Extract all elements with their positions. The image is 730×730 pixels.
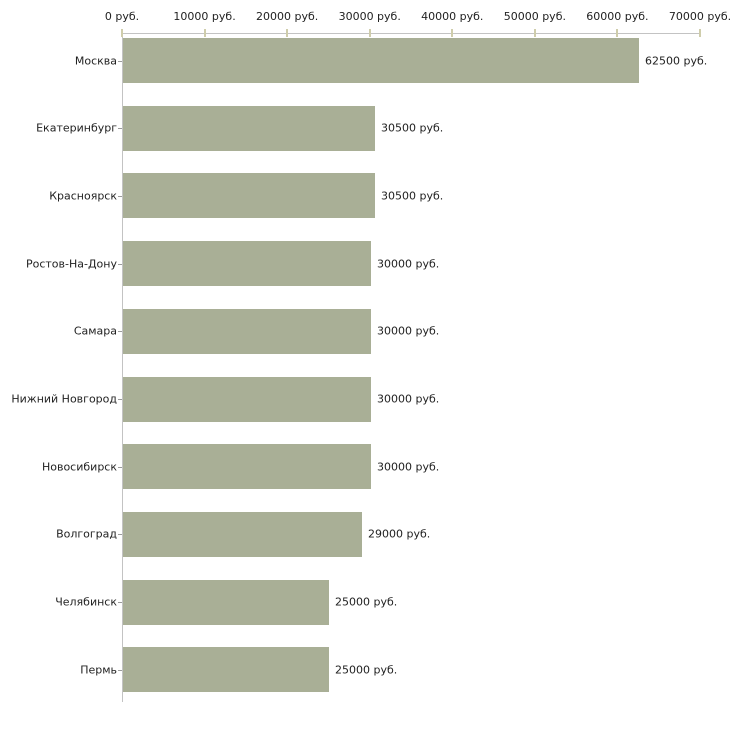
bar	[123, 512, 362, 557]
y-axis-line	[122, 33, 123, 702]
x-axis-tick	[203, 29, 206, 37]
x-axis-tick	[533, 29, 536, 37]
value-label: 25000 руб.	[335, 595, 398, 609]
value-label: 30500 руб.	[381, 189, 444, 203]
x-axis-tick-label: 0 руб.	[104, 10, 140, 23]
category-tick	[118, 670, 122, 671]
category-tick	[118, 399, 122, 400]
x-axis-tick-label: 10000 руб.	[173, 10, 236, 23]
category-tick	[118, 264, 122, 265]
x-axis-tick	[368, 29, 371, 37]
bar	[123, 377, 371, 422]
bar	[123, 444, 371, 489]
bar	[123, 309, 371, 354]
x-axis-tick-label: 20000 руб.	[256, 10, 319, 23]
x-axis-tick	[699, 29, 701, 37]
category-label: Пермь	[80, 663, 117, 677]
value-label: 62500 руб.	[645, 54, 708, 67]
category-label: Екатеринбург	[36, 121, 117, 135]
category-tick	[118, 331, 122, 332]
value-label: 29000 руб.	[368, 527, 431, 541]
value-label: 25000 руб.	[335, 663, 398, 677]
category-tick	[118, 128, 122, 129]
category-label: Волгоград	[56, 527, 117, 541]
category-label: Новосибирск	[41, 460, 117, 474]
bar	[123, 173, 375, 218]
bar	[123, 106, 375, 151]
value-label: 30500 руб.	[381, 121, 444, 135]
category-label: Челябинск	[55, 595, 117, 609]
value-label: 30000 руб.	[377, 392, 440, 406]
x-axis-tick-label: 40000 руб.	[421, 10, 484, 23]
category-tick	[118, 467, 122, 468]
category-tick	[118, 196, 122, 197]
category-tick	[118, 602, 122, 603]
value-label: 30000 руб.	[377, 257, 440, 271]
bar	[123, 580, 329, 625]
category-label: Ростов-На-Дону	[25, 257, 117, 271]
bar	[123, 38, 639, 83]
x-axis-tick	[286, 29, 289, 37]
bar	[123, 647, 329, 692]
category-label: Нижний Новгород	[11, 392, 117, 406]
value-label: 30000 руб.	[377, 324, 440, 338]
category-label: Красноярск	[49, 189, 117, 203]
x-axis-tick-label: 50000 руб.	[503, 10, 566, 23]
x-axis-tick	[451, 29, 454, 37]
category-label: Москва	[74, 54, 117, 67]
value-label: 30000 руб.	[377, 460, 440, 474]
x-axis-tick	[616, 29, 619, 37]
x-axis-tick-label: 30000 руб.	[338, 10, 401, 23]
x-axis-tick-label: 60000 руб.	[586, 10, 649, 23]
x-axis-line	[122, 33, 701, 34]
category-tick	[118, 61, 122, 62]
category-tick	[118, 534, 122, 535]
x-axis-tick	[121, 29, 123, 37]
bar	[123, 241, 371, 286]
x-axis-tick-label: 70000 руб.	[668, 10, 730, 23]
category-label: Самара	[73, 324, 117, 338]
